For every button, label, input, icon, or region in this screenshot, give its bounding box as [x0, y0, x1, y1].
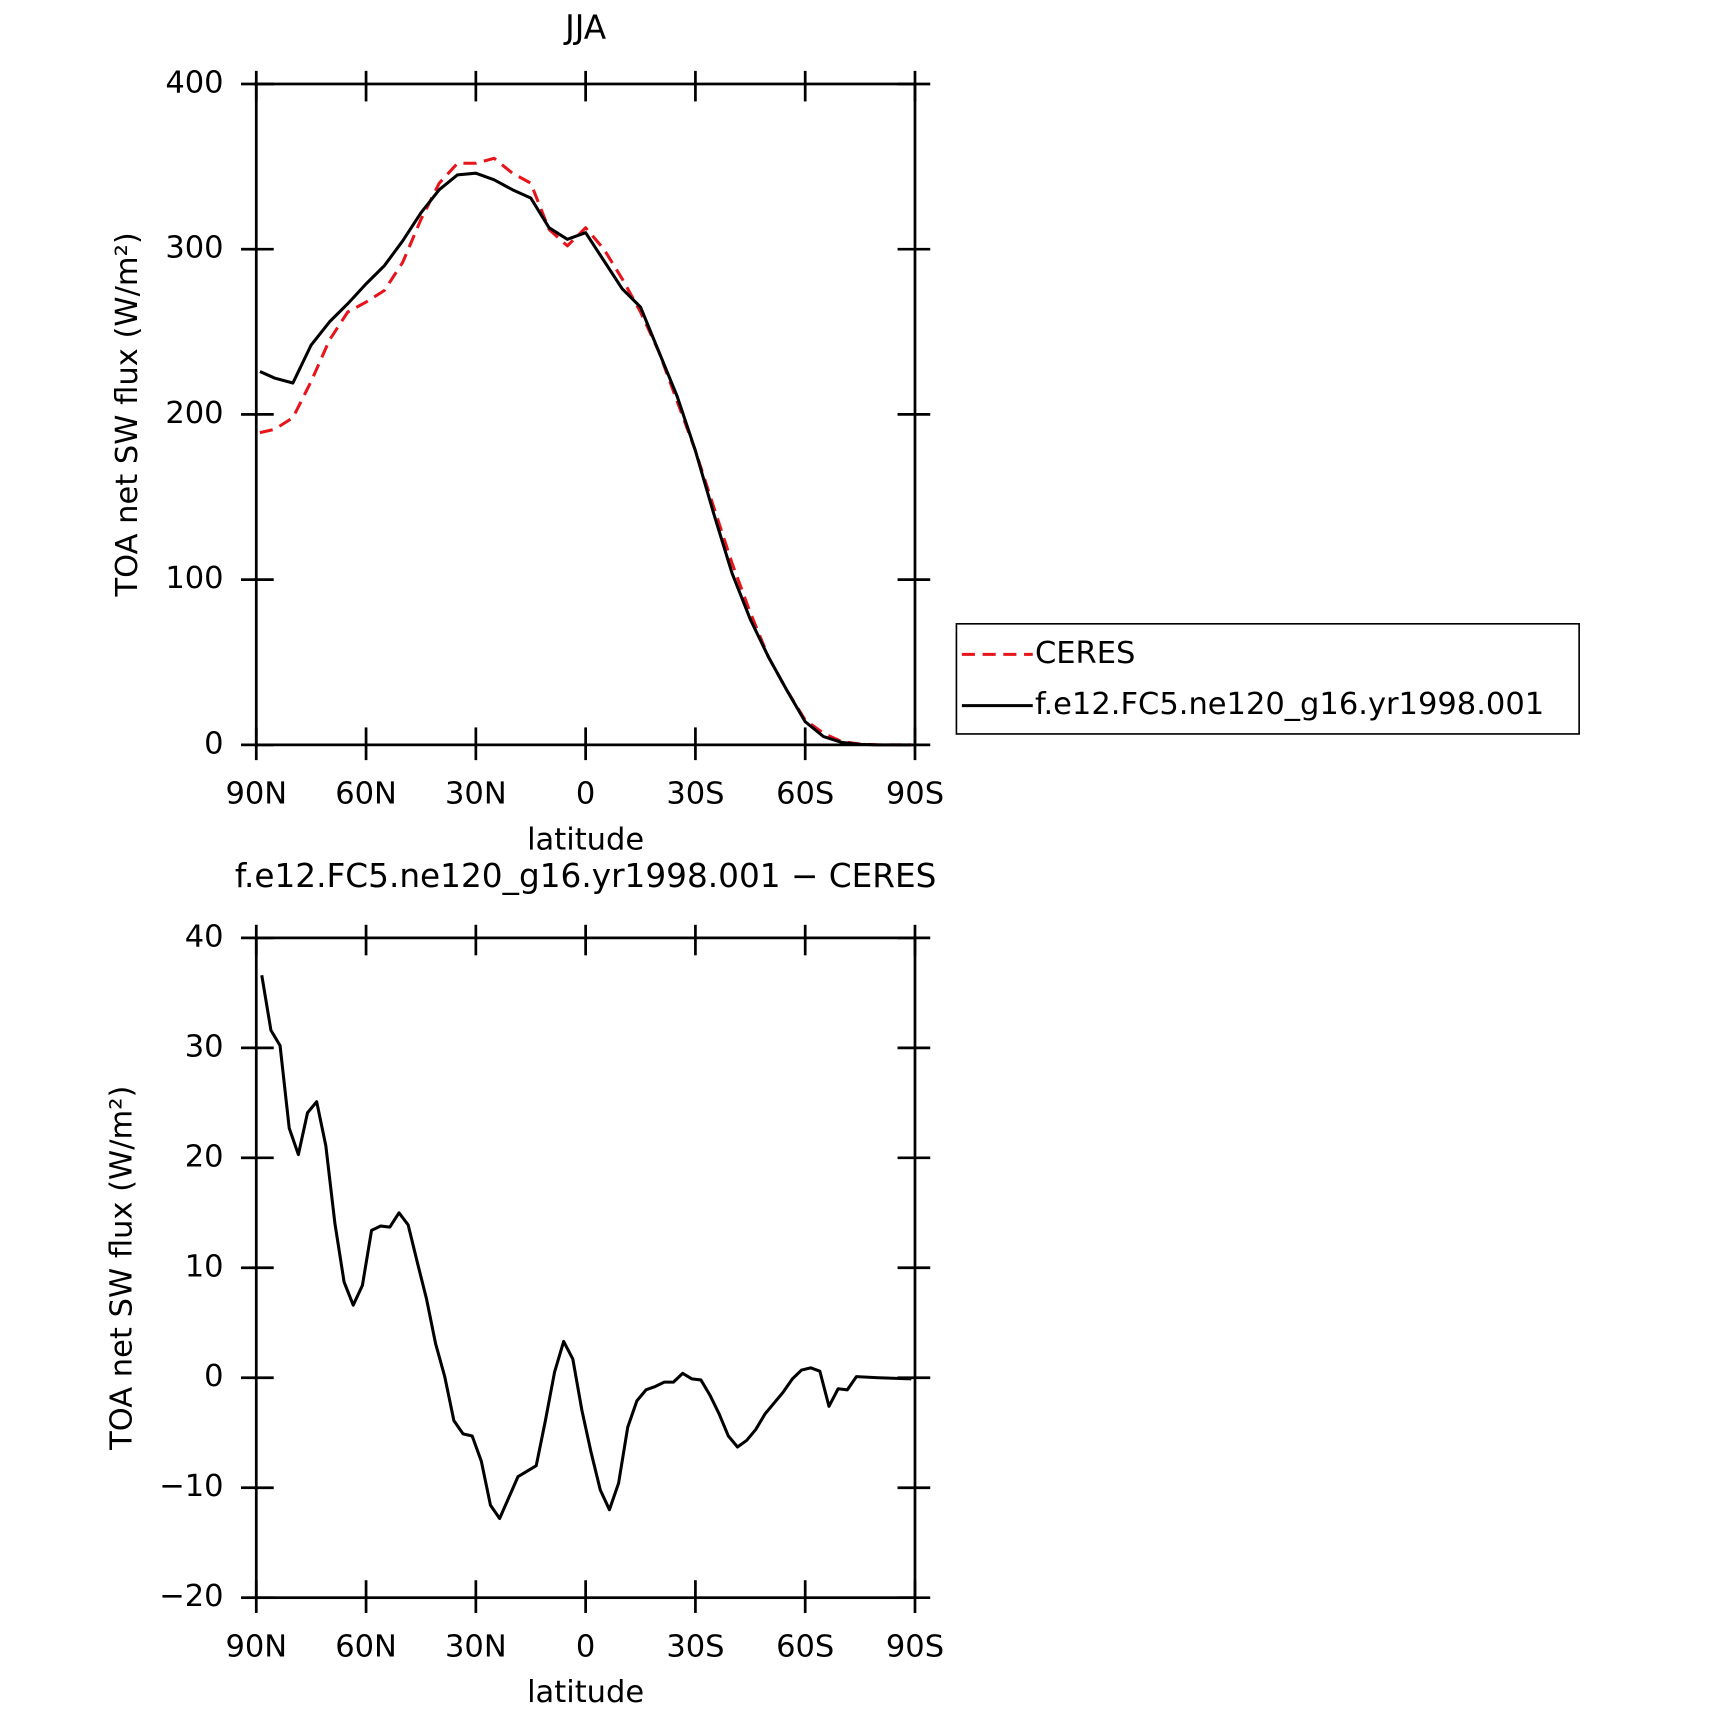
x-tick-label: 90N: [225, 777, 287, 812]
plot-frame: [254, 936, 917, 1600]
x-tick-label: 30N: [445, 777, 507, 812]
y-tick-label: 20: [185, 1139, 224, 1174]
chart-title: f.e12.FC5.ne120_g16.yr1998.001 − CERES: [235, 857, 937, 895]
y-tick-label: 0: [204, 1359, 223, 1394]
x-axis-label: latitude: [527, 822, 644, 857]
chart-title: JJA: [563, 8, 607, 46]
x-axis-label: latitude: [527, 1675, 644, 1710]
x-tick-label: 0: [576, 777, 595, 812]
x-tick-label: 30S: [666, 1629, 724, 1664]
y-tick-label: 200: [165, 396, 223, 431]
x-tick-label: 60N: [335, 777, 397, 812]
data-line: [260, 975, 912, 1521]
plot-frame: [254, 82, 917, 747]
x-tick-label: 90N: [225, 1629, 287, 1664]
legend-label: f.e12.FC5.ne120_g16.yr1998.001: [1035, 687, 1544, 722]
x-tick-label: 60N: [335, 1629, 397, 1664]
y-tick-label: 300: [165, 231, 223, 266]
legend-label: CERES: [1035, 636, 1135, 671]
x-tick-label: 90S: [886, 1629, 944, 1664]
y-tick-label: −10: [159, 1469, 223, 1504]
y-tick-label: 400: [165, 65, 223, 100]
y-tick-label: 30: [185, 1029, 224, 1064]
y-axis-label: TOA net SW flux (W/m²): [105, 1086, 140, 1451]
y-tick-label: 40: [185, 919, 224, 954]
x-tick-label: 30N: [445, 1629, 507, 1664]
x-tick-label: 60S: [776, 777, 834, 812]
y-axis-label: TOA net SW flux (W/m²): [110, 232, 145, 597]
y-tick-label: −20: [159, 1579, 223, 1614]
data-line: [259, 171, 912, 747]
x-tick-label: 0: [576, 1629, 595, 1664]
data-line: [259, 156, 912, 747]
legend-box: [955, 622, 1580, 735]
x-tick-label: 90S: [886, 777, 944, 812]
y-tick-label: 100: [165, 561, 223, 596]
x-tick-label: 30S: [666, 777, 724, 812]
y-tick-label: 10: [185, 1249, 224, 1284]
x-tick-label: 60S: [776, 1629, 834, 1664]
y-tick-label: 0: [204, 726, 223, 761]
